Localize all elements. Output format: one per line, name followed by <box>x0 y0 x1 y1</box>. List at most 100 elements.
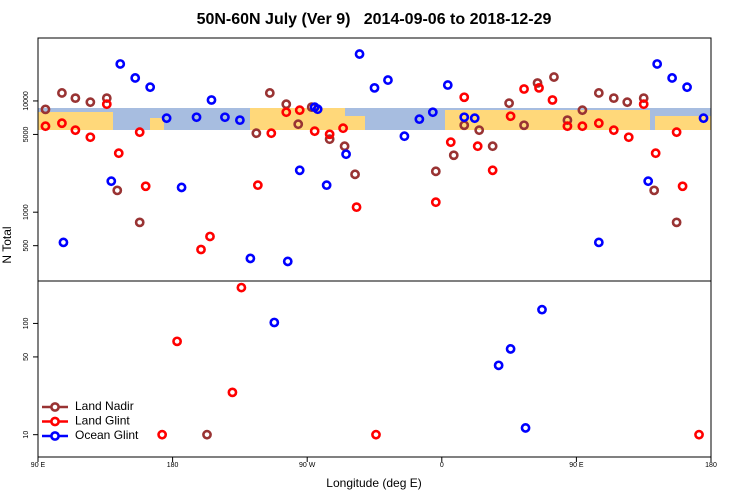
point <box>202 429 212 440</box>
point <box>134 127 145 138</box>
point <box>369 83 380 93</box>
point <box>608 125 619 136</box>
land-shape <box>655 116 711 130</box>
point <box>650 148 661 159</box>
point <box>85 132 96 143</box>
point <box>161 113 172 124</box>
point <box>698 113 709 124</box>
x-tick-label: 0 <box>440 462 444 469</box>
y-tick-label: 10000 <box>23 91 30 111</box>
point <box>472 141 483 152</box>
point <box>339 141 350 152</box>
point <box>652 59 663 69</box>
point <box>172 336 182 347</box>
point <box>638 99 649 110</box>
x-tick-label: 180 <box>167 462 179 469</box>
point <box>427 107 438 118</box>
point <box>281 107 292 118</box>
point <box>324 134 335 145</box>
point <box>667 73 678 83</box>
point <box>649 185 660 196</box>
point <box>145 82 156 93</box>
map-band <box>38 108 711 130</box>
point <box>671 217 682 228</box>
point <box>623 132 634 143</box>
point <box>196 244 206 255</box>
point <box>547 95 558 105</box>
x-tick-label: 90 E <box>569 462 584 469</box>
point <box>113 148 124 159</box>
point <box>459 92 470 103</box>
point <box>251 128 262 139</box>
point <box>682 82 692 93</box>
point <box>534 83 544 93</box>
point <box>520 423 531 433</box>
point <box>677 181 688 192</box>
point <box>294 105 305 116</box>
point <box>671 127 682 138</box>
point <box>293 119 304 130</box>
point <box>577 121 588 132</box>
point <box>459 112 470 123</box>
point <box>85 97 96 108</box>
y-tick-label: 500 <box>23 240 30 252</box>
point <box>252 180 263 191</box>
point <box>266 128 277 139</box>
land-shape <box>250 108 345 130</box>
point <box>593 237 604 248</box>
point <box>469 113 480 124</box>
point <box>157 429 168 440</box>
point <box>371 429 381 440</box>
point <box>593 88 604 98</box>
legend-label: Land Nadir <box>75 399 134 413</box>
point <box>448 150 459 161</box>
point <box>532 78 543 88</box>
land-shape <box>345 116 365 130</box>
point <box>505 344 516 354</box>
point <box>487 165 498 176</box>
point <box>399 131 410 142</box>
point <box>351 202 362 213</box>
point <box>593 118 604 129</box>
point <box>70 93 81 104</box>
point <box>505 111 516 122</box>
point <box>321 180 332 191</box>
point <box>140 181 151 192</box>
ocean-shape <box>38 108 98 112</box>
legend-marker <box>50 402 60 412</box>
legend-label: Land Glint <box>75 414 130 428</box>
point <box>608 93 619 104</box>
point <box>57 88 67 98</box>
point <box>205 231 215 242</box>
land-shape <box>150 118 164 130</box>
point <box>176 182 187 193</box>
legend-marker <box>50 431 60 441</box>
point <box>282 256 293 267</box>
point <box>324 129 335 140</box>
point <box>234 115 245 126</box>
point <box>112 185 123 196</box>
series-1 <box>40 83 704 440</box>
point <box>191 112 202 123</box>
point <box>504 98 514 109</box>
point <box>354 49 365 59</box>
legend-label: Ocean Glint <box>75 428 139 442</box>
y-tick-label: 1000 <box>23 204 30 220</box>
y-tick-label: 5000 <box>23 127 30 143</box>
point <box>338 123 348 134</box>
point <box>383 75 393 85</box>
land-shape <box>38 112 113 130</box>
point <box>643 176 654 187</box>
point <box>227 387 238 398</box>
point <box>309 126 320 137</box>
legend-marker <box>50 416 60 427</box>
point <box>115 59 126 69</box>
chart-title: 50N-60N July (Ver 9) 2014-09-06 to 2018-… <box>197 11 552 28</box>
point <box>414 114 425 125</box>
point <box>134 217 145 228</box>
point <box>57 118 67 129</box>
point <box>101 99 112 110</box>
point <box>341 149 351 160</box>
y-tick-label: 10 <box>23 431 30 439</box>
point <box>220 112 230 123</box>
